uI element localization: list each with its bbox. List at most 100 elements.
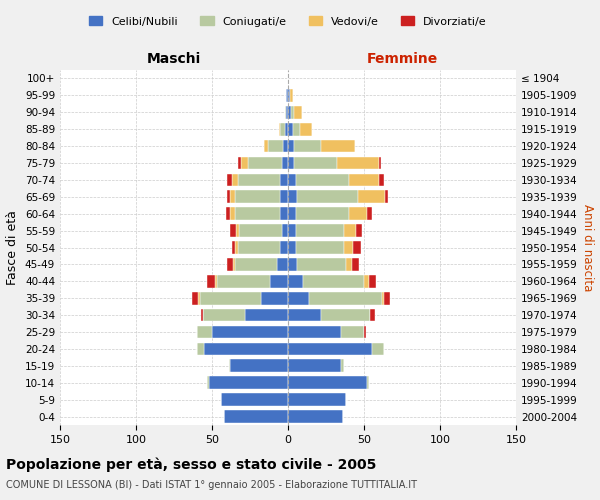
Bar [238,174,280,186]
Text: Maschi: Maschi [147,52,201,66]
Bar [288,224,296,237]
Bar [263,140,268,152]
Bar [279,123,280,136]
Bar [208,376,209,389]
Bar [288,174,296,186]
Bar [379,156,381,170]
Bar [277,258,288,270]
Bar [293,123,300,136]
Bar [200,292,260,304]
Bar [288,123,293,136]
Bar [280,174,288,186]
Bar [232,241,235,254]
Text: Femmine: Femmine [367,52,437,66]
Bar [288,275,303,287]
Bar [230,360,288,372]
Bar [346,258,352,270]
Bar [296,174,349,186]
Bar [371,342,384,355]
Bar [341,360,344,372]
Bar [212,326,288,338]
Bar [290,89,293,102]
Bar [280,208,288,220]
Bar [288,89,290,102]
Bar [241,156,248,170]
Bar [268,140,283,152]
Bar [270,275,288,287]
Bar [233,258,235,270]
Bar [309,292,382,304]
Bar [288,410,343,423]
Bar [296,241,344,254]
Bar [202,309,203,322]
Bar [341,326,364,338]
Bar [297,190,358,203]
Bar [235,241,238,254]
Text: COMUNE DI LESSONA (BI) - Dati ISTAT 1° gennaio 2005 - Elaborazione TUTTITALIA.IT: COMUNE DI LESSONA (BI) - Dati ISTAT 1° g… [6,480,417,490]
Bar [197,342,205,355]
Bar [288,190,297,203]
Bar [239,224,282,237]
Bar [288,309,322,322]
Bar [385,190,388,203]
Bar [368,275,376,287]
Bar [260,292,288,304]
Bar [280,190,288,203]
Bar [232,174,238,186]
Bar [227,190,230,203]
Bar [199,292,200,304]
Bar [353,241,361,254]
Bar [230,224,236,237]
Bar [356,224,362,237]
Bar [288,342,371,355]
Bar [288,208,296,220]
Bar [203,309,245,322]
Bar [227,174,232,186]
Bar [300,123,313,136]
Bar [235,258,277,270]
Bar [322,140,355,152]
Bar [235,208,280,220]
Bar [337,156,379,170]
Bar [280,241,288,254]
Bar [288,376,367,389]
Bar [288,140,294,152]
Bar [344,224,356,237]
Bar [229,360,230,372]
Bar [227,258,233,270]
Text: Popolazione per età, sesso e stato civile - 2005: Popolazione per età, sesso e stato civil… [6,458,376,472]
Bar [288,106,291,118]
Bar [382,292,384,304]
Bar [286,89,288,102]
Bar [236,224,239,237]
Bar [221,394,288,406]
Bar [358,190,385,203]
Bar [352,258,359,270]
Bar [384,292,390,304]
Bar [224,410,288,423]
Bar [235,190,280,203]
Bar [294,156,337,170]
Bar [296,208,349,220]
Bar [238,241,280,254]
Bar [379,174,384,186]
Bar [296,224,344,237]
Bar [294,140,322,152]
Bar [367,208,371,220]
Bar [208,275,215,287]
Bar [367,376,368,389]
Bar [349,174,379,186]
Bar [238,156,241,170]
Bar [288,326,341,338]
Y-axis label: Anni di nascita: Anni di nascita [581,204,594,291]
Bar [248,156,282,170]
Bar [192,292,199,304]
Bar [322,309,370,322]
Bar [294,106,302,118]
Bar [364,326,365,338]
Y-axis label: Fasce di età: Fasce di età [7,210,19,285]
Bar [230,208,235,220]
Bar [230,190,235,203]
Bar [282,156,288,170]
Bar [288,156,294,170]
